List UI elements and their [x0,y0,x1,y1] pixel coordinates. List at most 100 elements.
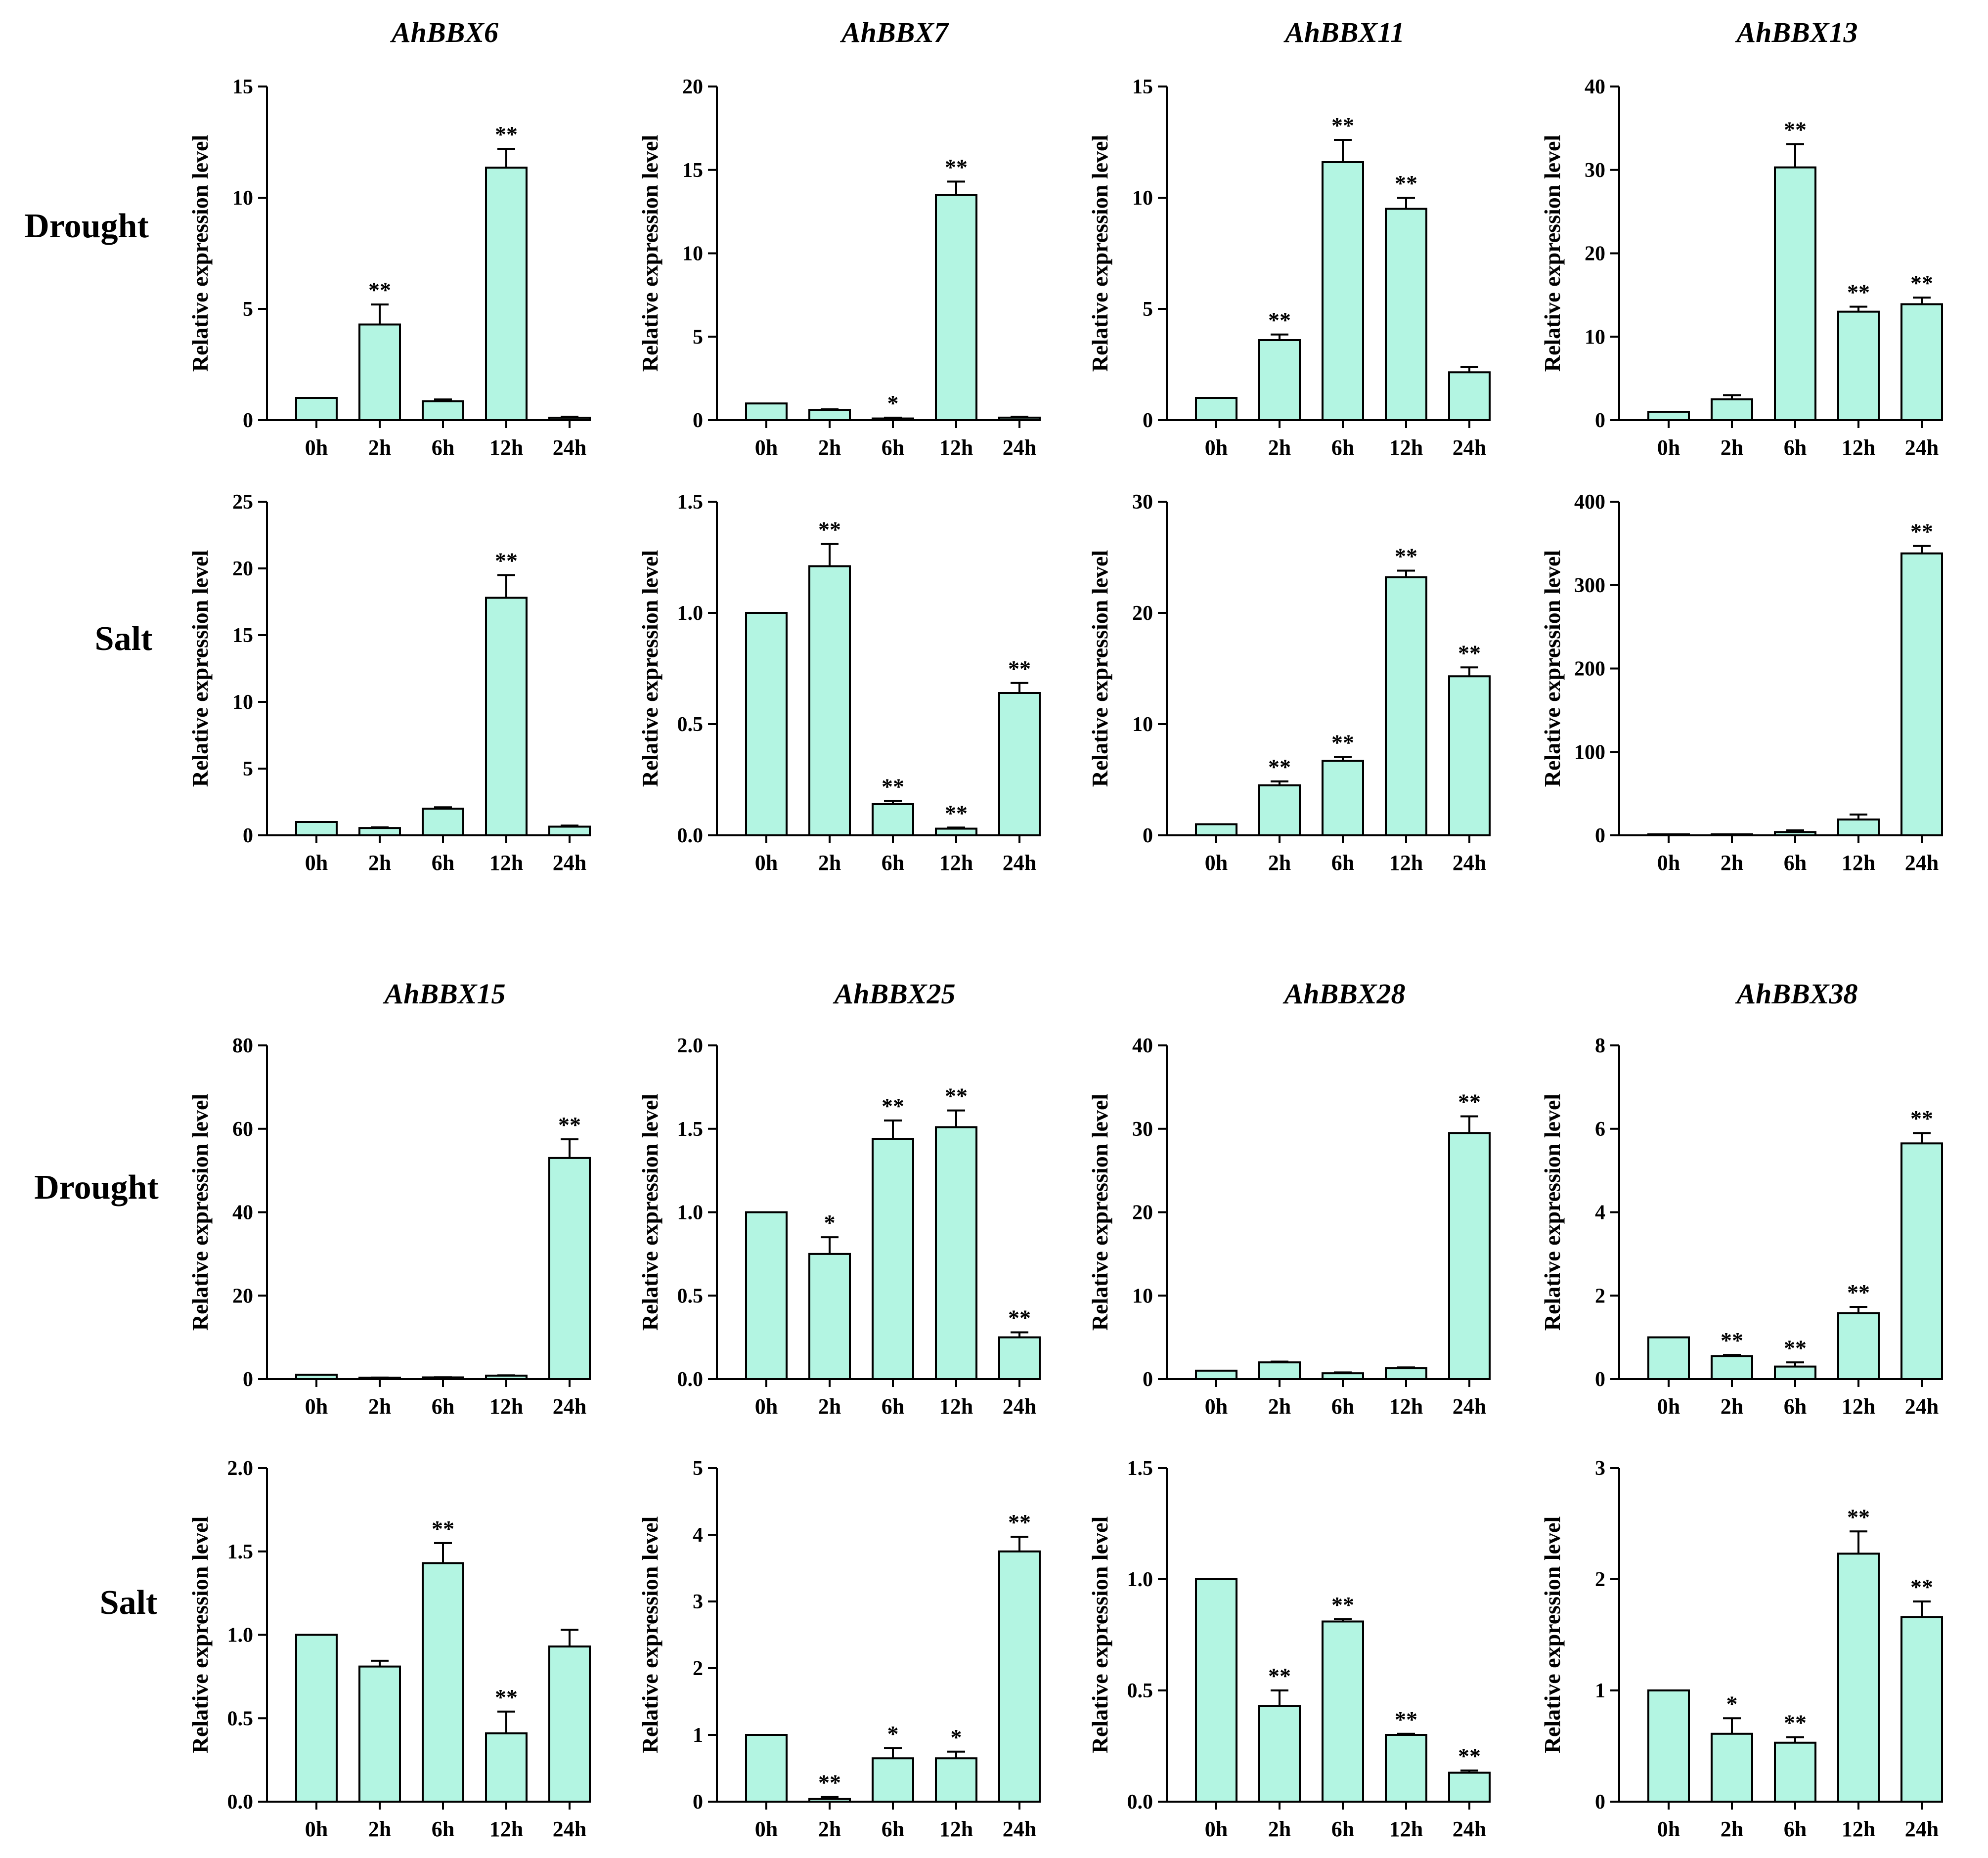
x-tick-label: 6h [432,1394,454,1419]
significance-label-6h: ** [882,774,904,799]
significance-label-6h: ** [1331,1592,1354,1617]
y-tick-label: 1.0 [1127,1568,1153,1591]
x-tick-label: 24h [1905,851,1939,875]
x-tick-label: 24h [1453,435,1486,460]
error-bar-12h [1850,813,1867,820]
significance-label-24h: ** [1008,1510,1031,1535]
error-bar-6h [1786,1736,1804,1743]
error-bar-6h [1786,829,1804,832]
chart-ahbbx13-drought: AhBBX13 Relative expression level 0 10 20 30 4… [1540,16,1943,460]
chart-ahbbx15-salt: Relative expression level 0.0 0.5 1.0 1.5 2.0… [187,1457,591,1841]
bar-12h [485,1732,528,1803]
bar-24h [1900,1142,1943,1380]
x-tick-label: 6h [882,1394,904,1419]
x-tick-label: 24h [1453,1817,1486,1841]
y-axis-label: Relative expression level [1087,1094,1112,1331]
error-bar-12h [497,1710,515,1733]
x-tick-label: 0h [1657,1817,1680,1841]
bar-6h [1774,831,1816,836]
x-tick-label: 2h [368,1394,391,1419]
y-tick-label: 15 [232,624,253,647]
bar-24h [1448,371,1491,421]
significance-label-12h: ** [1847,1504,1870,1529]
y-axis-label: Relative expression level [1540,135,1565,372]
chart-ahbbx7-drought: AhBBX7 Relative expression level 0 5 10 15 20 0… [637,16,1041,460]
bar-6h [422,400,464,421]
y-tick-label: 10 [232,187,253,210]
y-tick-label: 1.0 [227,1624,254,1647]
y-tick-label: 1.5 [677,491,704,514]
y-tick-label: 0.0 [677,824,704,847]
chart-title: AhBBX38 [1735,978,1858,1010]
y-tick-label: 80 [232,1035,253,1057]
y-tick-label: 1 [693,1724,703,1747]
significance-label-6h: ** [1784,117,1807,142]
x-tick-label: 2h [1721,1817,1743,1841]
y-tick-label: 4 [693,1524,703,1547]
bar-24h [998,1336,1041,1380]
y-axis-label: Relative expression level [637,135,663,372]
significance-label-2h: * [1726,1691,1738,1716]
y-tick-label: 20 [232,1285,253,1307]
condition-label-drought-top: Drought [24,207,149,245]
significance-label-24h: ** [1458,1743,1481,1769]
significance-label-24h: ** [558,1112,581,1137]
y-tick-label: 0 [1143,824,1153,847]
chart-ahbbx38-drought: AhBBX38 Relative expression level 0 2 4 6 8 0h *… [1540,978,1943,1419]
x-tick-label: 0h [755,1394,778,1419]
y-axis-label: Relative expression level [1540,1094,1565,1331]
x-tick-label: 12h [489,851,523,875]
x-tick-label: 0h [1657,851,1680,875]
bar-6h [1322,760,1364,836]
bar-24h [548,825,591,836]
y-tick-label: 300 [1574,574,1605,597]
error-bar-2h [1723,1717,1741,1734]
x-tick-label: 2h [1721,1394,1743,1419]
x-tick-label: 6h [1784,1394,1807,1419]
error-bar-24h [1011,416,1028,418]
x-tick-label: 24h [553,851,586,875]
bar-0h [295,1634,338,1803]
error-bar-6h [1334,756,1352,761]
bar-12h [1837,1553,1880,1803]
x-tick-label: 0h [305,1394,328,1419]
significance-label-2h: ** [368,277,391,302]
significance-label-12h: * [951,1725,962,1750]
error-bar-2h [1271,1360,1288,1363]
x-tick-label: 2h [818,1394,841,1419]
significance-label-12h: ** [945,800,968,825]
significance-label-24h: ** [1458,640,1481,665]
y-tick-label: 20 [682,76,703,98]
bar-0h [1647,1336,1690,1380]
x-tick-label: 0h [305,851,328,875]
y-tick-label: 20 [232,558,253,580]
y-tick-label: 0.0 [1127,1791,1153,1814]
error-bar-24h [1913,545,1931,554]
chart-title: AhBBX11 [1283,16,1405,48]
error-bar-12h [497,1374,515,1377]
bar-0h [1195,1578,1237,1803]
bar-6h [1322,161,1364,421]
bar-12h [1837,1312,1880,1380]
significance-label-24h: ** [1910,1106,1933,1131]
y-tick-label: 0 [1143,1368,1153,1391]
error-bar-24h [1460,1770,1478,1773]
significance-label-12h: ** [1847,280,1870,305]
y-axis-label: Relative expression level [1540,550,1565,787]
significance-label-12h: ** [945,154,968,179]
condition-label-salt-top: Salt [95,620,153,658]
bar-0h [1195,397,1237,421]
chart-ahbbx15-drought: AhBBX15 Relative expression level 0 20 40 60 8… [187,978,591,1419]
y-tick-label: 0 [1595,1791,1605,1814]
x-tick-label: 6h [432,435,454,460]
bar-2h [1258,339,1301,421]
chart-ahbbx25-drought: AhBBX25 Relative expression level 0.0 0.5 1.… [637,978,1041,1419]
bar-24h [1448,1772,1491,1803]
significance-label-24h: ** [1910,519,1933,544]
y-axis-label: Relative expression level [187,550,213,787]
bar-12h [485,167,528,421]
y-axis-label: Relative expression level [1540,1516,1565,1754]
error-bar-24h [561,1138,578,1158]
y-tick-label: 2.0 [227,1457,254,1480]
